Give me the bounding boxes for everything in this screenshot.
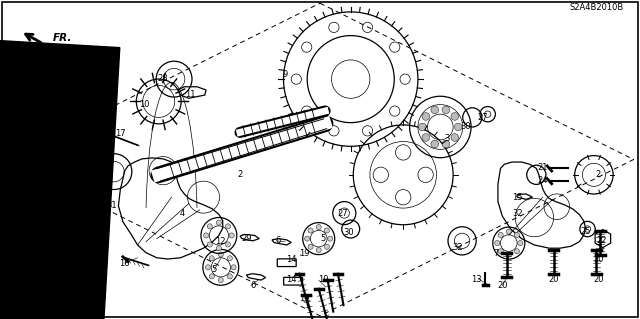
Circle shape: [515, 232, 520, 237]
Circle shape: [431, 106, 438, 114]
Circle shape: [422, 113, 429, 120]
Text: 5: 5: [321, 234, 326, 243]
Text: 25: 25: [580, 227, 591, 236]
Text: 5: 5: [212, 265, 217, 274]
Text: 20: 20: [593, 275, 604, 284]
Circle shape: [229, 233, 234, 238]
Text: 23: 23: [35, 134, 45, 143]
Circle shape: [518, 241, 523, 246]
Text: 10: 10: [139, 100, 149, 109]
Text: 4: 4: [180, 209, 185, 218]
Circle shape: [442, 140, 450, 148]
Text: 32: 32: [512, 209, 522, 218]
Text: 20: 20: [548, 275, 559, 284]
Circle shape: [209, 256, 214, 261]
Circle shape: [442, 106, 450, 114]
Circle shape: [216, 246, 221, 251]
Circle shape: [65, 211, 72, 217]
Text: 9: 9: [282, 70, 287, 79]
Text: 18: 18: [75, 227, 85, 236]
Text: 21: 21: [538, 163, 548, 172]
Circle shape: [431, 140, 438, 148]
Circle shape: [225, 242, 230, 247]
Circle shape: [454, 123, 462, 131]
Circle shape: [305, 236, 310, 241]
Text: 19: 19: [318, 275, 328, 284]
Circle shape: [46, 211, 52, 217]
Text: 29: 29: [241, 234, 252, 243]
Circle shape: [209, 274, 214, 279]
Text: 6: 6: [250, 281, 255, 290]
Text: 1: 1: [54, 196, 59, 205]
Text: 3: 3: [444, 134, 449, 143]
Text: 19: 19: [299, 249, 309, 258]
Circle shape: [419, 123, 426, 131]
Circle shape: [227, 274, 232, 279]
Text: 13: 13: [472, 275, 482, 284]
Circle shape: [218, 252, 223, 257]
Text: S2A4B2010B: S2A4B2010B: [570, 3, 624, 12]
Text: 30: 30: [344, 228, 354, 237]
Circle shape: [498, 232, 503, 237]
FancyArrow shape: [0, 39, 120, 319]
Circle shape: [316, 248, 321, 253]
Text: 7: 7: [493, 249, 499, 258]
Text: 16: 16: [120, 259, 130, 268]
Circle shape: [207, 224, 212, 229]
Text: 14: 14: [286, 256, 296, 264]
Text: 2: 2: [596, 170, 601, 179]
Circle shape: [207, 242, 212, 247]
Circle shape: [308, 228, 313, 233]
Circle shape: [204, 233, 209, 238]
Circle shape: [451, 113, 459, 120]
Text: 12: 12: [216, 237, 226, 246]
Text: 27: 27: [478, 113, 488, 122]
Text: 24: 24: [538, 176, 548, 185]
Text: 27: 27: [337, 209, 348, 218]
Text: 26: 26: [35, 196, 45, 205]
Circle shape: [324, 244, 330, 249]
Circle shape: [46, 177, 52, 184]
Text: 22: 22: [596, 236, 607, 245]
Circle shape: [36, 194, 43, 200]
Text: 20: 20: [593, 256, 604, 264]
Text: 17: 17: [115, 129, 125, 138]
Circle shape: [216, 220, 221, 225]
Text: 14: 14: [286, 275, 296, 284]
Text: 32: 32: [452, 243, 463, 252]
Circle shape: [218, 278, 223, 283]
Circle shape: [495, 241, 500, 246]
Circle shape: [328, 236, 333, 241]
Text: FR.: FR.: [52, 33, 72, 43]
Text: 15: 15: [512, 193, 522, 202]
Text: 2: 2: [237, 170, 243, 179]
Circle shape: [515, 249, 520, 254]
Text: 8: 8: [45, 281, 51, 290]
Circle shape: [65, 177, 72, 184]
Circle shape: [225, 224, 230, 229]
Text: 31: 31: [107, 201, 117, 210]
Circle shape: [498, 249, 503, 254]
Circle shape: [324, 228, 330, 233]
Text: 6: 6: [276, 236, 281, 245]
Circle shape: [422, 134, 429, 141]
Circle shape: [451, 134, 459, 141]
Circle shape: [506, 229, 511, 234]
Circle shape: [506, 252, 511, 257]
Circle shape: [316, 225, 321, 230]
Text: 20: 20: [497, 281, 508, 290]
Circle shape: [227, 256, 232, 261]
Circle shape: [205, 265, 211, 270]
Circle shape: [308, 244, 313, 249]
Circle shape: [231, 265, 236, 270]
Text: 19: 19: [299, 294, 309, 303]
Text: 11: 11: [186, 90, 196, 99]
Circle shape: [75, 194, 81, 200]
Text: 30: 30: [461, 122, 471, 131]
Text: 28: 28: [158, 74, 168, 83]
